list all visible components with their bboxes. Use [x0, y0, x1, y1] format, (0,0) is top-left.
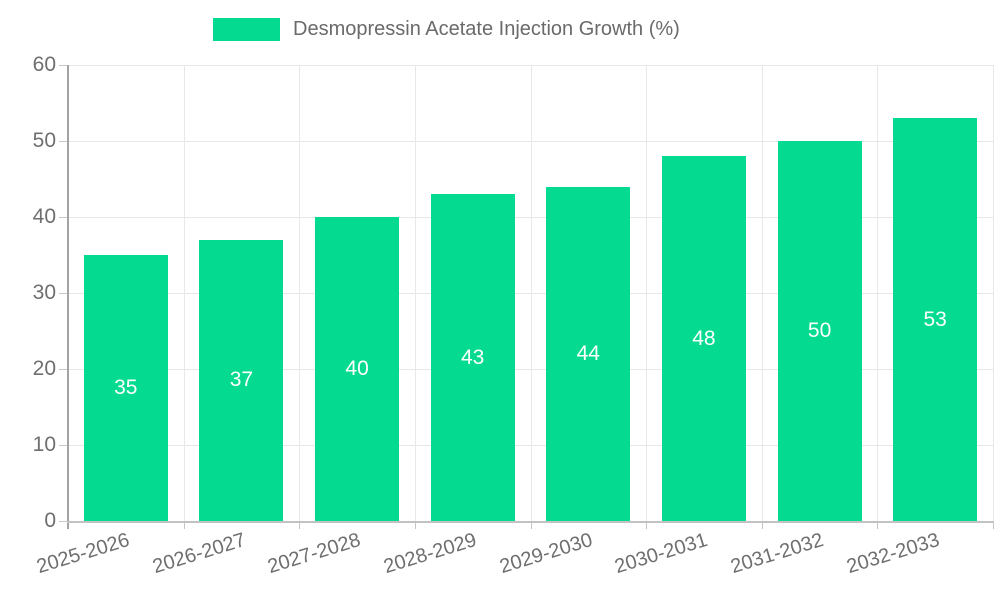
bar-value-label: 43 — [461, 345, 485, 369]
x-tick-mark — [762, 521, 763, 529]
v-gridline — [877, 65, 878, 521]
y-tick-mark — [59, 217, 68, 218]
v-gridline — [184, 65, 185, 521]
y-tick-label: 60 — [32, 53, 56, 76]
legend-color-swatch — [213, 18, 280, 41]
h-gridline — [68, 141, 993, 142]
x-tick-mark — [646, 521, 647, 529]
x-tick-mark — [531, 521, 532, 529]
y-tick-label: 10 — [32, 433, 56, 456]
x-tick-mark — [993, 521, 994, 529]
x-tick-label: 2030-2031 — [612, 529, 711, 579]
y-tick-mark — [59, 293, 68, 294]
y-tick-label: 40 — [32, 205, 56, 228]
x-tick-label: 2029-2030 — [496, 529, 595, 579]
legend-label: Desmopressin Acetate Injection Growth (%… — [293, 18, 680, 40]
bar-value-label: 50 — [807, 319, 832, 342]
v-gridline — [762, 65, 763, 521]
bar-value-label: 37 — [229, 368, 254, 392]
y-tick-label: 30 — [32, 281, 56, 304]
bar-value-label: 40 — [345, 357, 369, 380]
x-tick-mark — [299, 521, 300, 529]
v-gridline — [415, 65, 416, 521]
x-axis-line — [67, 521, 993, 523]
y-tick-mark — [59, 445, 68, 446]
x-tick-label: 2026-2027 — [149, 529, 248, 579]
v-gridline — [531, 65, 532, 521]
h-gridline — [68, 293, 993, 294]
y-tick-label: 20 — [32, 357, 56, 380]
h-gridline — [68, 445, 993, 446]
y-axis-line — [67, 65, 69, 529]
v-gridline — [299, 65, 300, 521]
bar-value-label: 35 — [114, 376, 138, 399]
y-tick-label: 0 — [44, 509, 56, 532]
x-tick-label: 2025-2026 — [34, 529, 133, 579]
y-tick-mark — [59, 141, 68, 142]
x-tick-mark — [877, 521, 878, 529]
h-gridline — [68, 369, 993, 370]
v-gridline — [646, 65, 647, 521]
bar[interactable] — [661, 156, 746, 521]
y-tick-mark — [59, 65, 68, 66]
bar[interactable] — [315, 217, 400, 521]
y-tick-mark — [59, 369, 68, 370]
bar[interactable] — [777, 141, 862, 521]
bar[interactable] — [430, 194, 515, 521]
bar[interactable] — [546, 186, 631, 521]
x-tick-label: 2028-2029 — [381, 529, 480, 579]
v-gridline — [993, 65, 994, 521]
x-tick-label: 2032-2033 — [843, 529, 942, 579]
h-gridline — [68, 217, 993, 218]
bar-value-label: 48 — [692, 326, 716, 350]
h-gridline — [68, 65, 993, 66]
bar-value-label: 44 — [576, 341, 600, 365]
y-tick-label: 50 — [32, 129, 56, 152]
x-tick-label: 2027-2028 — [265, 529, 364, 579]
bar-value-label: 53 — [923, 307, 947, 331]
x-tick-mark — [184, 521, 185, 529]
y-tick-mark — [59, 521, 68, 522]
chart-legend[interactable]: Desmopressin Acetate Injection Growth (%… — [213, 18, 680, 41]
x-tick-label: 2031-2032 — [728, 529, 827, 579]
bar[interactable] — [199, 239, 284, 521]
bar[interactable] — [893, 118, 978, 521]
x-tick-mark — [415, 521, 416, 529]
bar[interactable] — [83, 255, 168, 521]
